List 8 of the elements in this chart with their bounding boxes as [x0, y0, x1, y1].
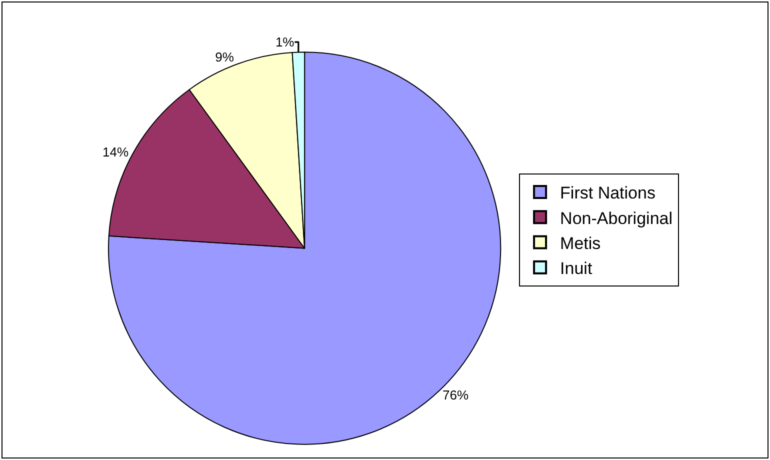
legend-label: First Nations [560, 184, 656, 203]
data-label: 9% [215, 50, 234, 65]
data-label: 76% [442, 388, 470, 403]
legend-label: Non-Aboriginal [560, 208, 673, 228]
legend-label: Metis [560, 234, 601, 253]
legend-label: Inuit [560, 258, 592, 278]
data-label: 14% [102, 144, 129, 160]
data-label: 1% [275, 34, 295, 50]
